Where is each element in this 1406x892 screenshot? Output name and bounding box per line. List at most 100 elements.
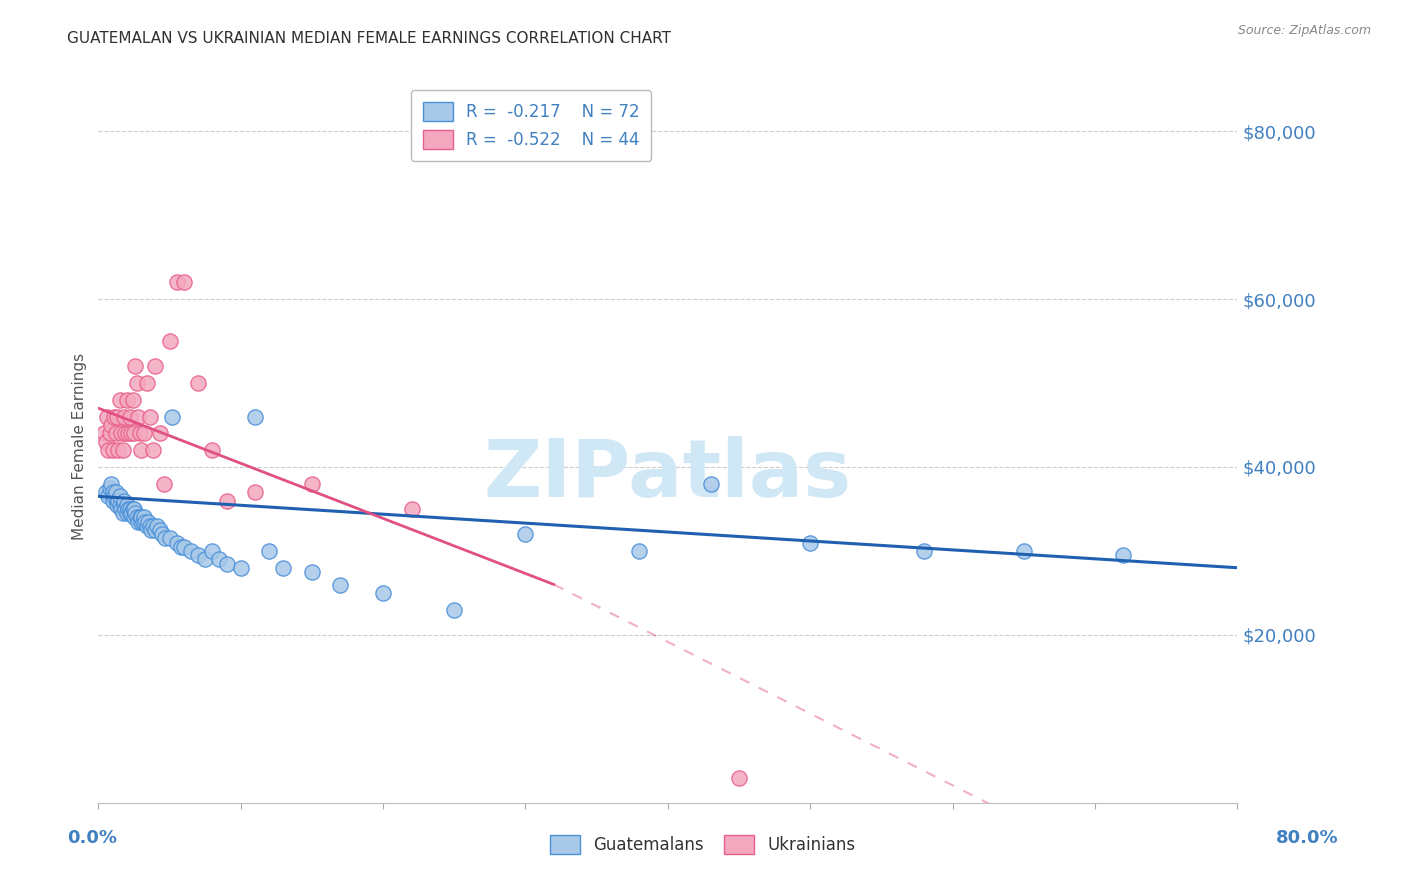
Point [128, 426, 150, 441]
Point [301, 565, 323, 579]
Point [912, 544, 935, 558]
Point [110, 426, 132, 441]
Point [243, 409, 266, 424]
Point [153, 476, 176, 491]
Point [146, 518, 169, 533]
Point [166, 535, 188, 549]
Point [159, 532, 181, 546]
Point [135, 376, 157, 390]
Point [145, 523, 167, 537]
Point [373, 586, 395, 600]
Text: 0.0%: 0.0% [67, 829, 118, 847]
Point [107, 443, 129, 458]
Point [129, 515, 152, 529]
Point [127, 515, 149, 529]
Point [115, 392, 138, 407]
Point [401, 502, 423, 516]
Point [121, 502, 143, 516]
Point [152, 527, 174, 541]
Point [129, 510, 152, 524]
Point [108, 489, 131, 503]
Point [118, 409, 141, 424]
Point [128, 510, 150, 524]
Point [215, 557, 238, 571]
Point [515, 527, 537, 541]
Point [132, 426, 155, 441]
Point [187, 376, 209, 390]
Point [111, 506, 134, 520]
Point [120, 506, 142, 520]
Y-axis label: Median Female Earnings: Median Female Earnings [72, 352, 87, 540]
Point [138, 409, 160, 424]
Point [110, 502, 132, 516]
Point [139, 523, 162, 537]
Point [1112, 548, 1135, 562]
Point [117, 426, 139, 441]
Point [628, 544, 651, 558]
Point [103, 409, 125, 424]
Point [112, 409, 135, 424]
Legend: R =  -0.217    N = 72, R =  -0.522    N = 44: R = -0.217 N = 72, R = -0.522 N = 44 [411, 90, 651, 161]
Point [122, 510, 145, 524]
Point [215, 493, 238, 508]
Point [201, 443, 224, 458]
Point [100, 476, 122, 491]
Point [155, 532, 177, 546]
Point [103, 489, 125, 503]
Point [201, 544, 224, 558]
Point [141, 443, 163, 458]
Point [243, 485, 266, 500]
Text: Source: ZipAtlas.com: Source: ZipAtlas.com [1237, 24, 1371, 37]
Point [97, 443, 120, 458]
Point [131, 515, 153, 529]
Point [728, 771, 751, 785]
Point [208, 552, 231, 566]
Point [94, 434, 117, 449]
Point [149, 426, 172, 441]
Point [118, 506, 141, 520]
Point [170, 540, 193, 554]
Point [166, 275, 188, 289]
Point [104, 426, 127, 441]
Point [112, 498, 135, 512]
Point [229, 560, 252, 574]
Point [118, 502, 141, 516]
Point [108, 392, 131, 407]
Point [141, 518, 163, 533]
Point [162, 409, 184, 424]
Legend: Guatemalans, Ukrainians: Guatemalans, Ukrainians [540, 825, 866, 864]
Point [121, 392, 143, 407]
Point [173, 275, 195, 289]
Point [101, 443, 124, 458]
Point [108, 498, 131, 512]
Point [173, 540, 195, 554]
Point [127, 409, 149, 424]
Point [96, 409, 118, 424]
Point [259, 544, 281, 558]
Point [105, 493, 128, 508]
Point [114, 502, 136, 516]
Point [97, 489, 120, 503]
Point [124, 506, 146, 520]
Point [799, 535, 821, 549]
Point [104, 485, 127, 500]
Point [101, 485, 124, 500]
Point [105, 498, 128, 512]
Point [194, 552, 217, 566]
Text: GUATEMALAN VS UKRAINIAN MEDIAN FEMALE EARNINGS CORRELATION CHART: GUATEMALAN VS UKRAINIAN MEDIAN FEMALE EA… [67, 31, 672, 46]
Point [125, 376, 148, 390]
Point [98, 481, 121, 495]
Point [145, 359, 167, 374]
Point [122, 502, 145, 516]
Point [129, 443, 152, 458]
Point [159, 334, 181, 348]
Point [112, 493, 135, 508]
Point [699, 476, 721, 491]
Point [125, 510, 148, 524]
Point [111, 443, 134, 458]
Point [98, 426, 121, 441]
Point [100, 417, 122, 432]
Point [115, 506, 138, 520]
Point [124, 359, 146, 374]
Point [273, 560, 295, 574]
